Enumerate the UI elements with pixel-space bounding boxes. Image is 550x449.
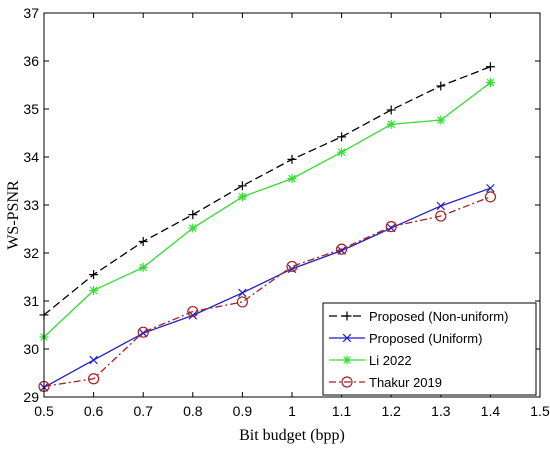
data-point: [237, 181, 247, 191]
data-point: [236, 296, 248, 308]
y-tick-label: 37: [23, 5, 39, 21]
legend-marker: [342, 333, 352, 343]
data-point: [287, 154, 297, 164]
legend-marker: [342, 355, 352, 365]
x-tick-label: 0.8: [183, 403, 203, 419]
y-tick-label: 29: [23, 389, 39, 405]
x-axis-title: Bit budget (bpp): [239, 427, 345, 444]
data-point: [138, 262, 148, 272]
x-tick-label: 0.6: [84, 403, 104, 419]
legend-label: Li 2022: [369, 353, 412, 368]
data-point: [286, 260, 298, 273]
data-point: [237, 192, 247, 202]
data-point: [188, 223, 198, 233]
legend-marker: [341, 376, 353, 388]
data-point: [435, 210, 447, 222]
data-point: [138, 236, 148, 246]
x-tick-label: 1.4: [481, 403, 501, 419]
x-tick-label: 1.1: [332, 403, 352, 419]
data-point: [337, 147, 347, 157]
series-line: [43, 82, 491, 338]
data-point: [484, 191, 496, 203]
data-point: [238, 288, 247, 298]
data-point: [386, 105, 396, 115]
y-tick-label: 31: [23, 293, 39, 309]
legend-entry: Li 2022: [329, 353, 412, 368]
data-point: [287, 174, 297, 184]
legend-label: Proposed (Non-uniform): [369, 309, 508, 324]
data-point: [337, 132, 347, 142]
x-tick-label: 1: [288, 403, 296, 419]
x-tick-label: 1.5: [530, 403, 550, 419]
y-tick-label: 32: [23, 245, 39, 261]
y-tick-label: 36: [23, 53, 39, 69]
x-tick-label: 0.5: [34, 403, 54, 419]
y-tick-label: 33: [23, 197, 39, 213]
legend-box: [322, 302, 537, 396]
data-point: [485, 78, 495, 88]
legend-label: Thakur 2019: [369, 375, 442, 390]
data-point: [87, 373, 100, 385]
data-point: [386, 119, 396, 129]
data-point: [89, 285, 99, 295]
y-tick-label: 35: [23, 101, 39, 117]
data-point: [336, 243, 348, 255]
x-tick-label: 0.7: [133, 403, 153, 419]
y-tick-label: 34: [23, 149, 39, 165]
axes: [43, 12, 541, 398]
legend-label: Proposed (Uniform): [369, 331, 482, 346]
data-point: [89, 355, 98, 365]
data-point: [436, 81, 446, 91]
x-tick-label: 1.3: [431, 403, 451, 419]
data-point: [385, 221, 397, 233]
data-point: [485, 62, 495, 72]
legend-entry: Proposed (Uniform): [329, 331, 482, 346]
y-tick-label: 30: [23, 341, 39, 357]
data-point: [187, 305, 199, 318]
tick-labels: 0.5 0.6 0.7 0.8 0.9 1 1.1 1.2 1.3 1.4 1.5 29 30 31 32 3…: [23, 5, 550, 419]
data-point: [436, 201, 446, 211]
data-point: [188, 210, 198, 220]
legend-marker: [342, 311, 352, 321]
data-point: [89, 270, 99, 280]
x-tick-label: 1.2: [381, 403, 401, 419]
legend-entry: Thakur 2019: [329, 375, 442, 390]
series-line: [43, 196, 491, 388]
data-point: [137, 326, 149, 338]
data-point: [436, 115, 446, 125]
data-point: [486, 183, 495, 193]
legend-entry: Proposed (Non-uniform): [329, 309, 508, 324]
x-tick-label: 0.9: [233, 403, 253, 419]
series-line: [43, 187, 491, 388]
legend: Proposed (Non-uniform) Proposed (Uniform)…: [322, 302, 537, 396]
y-axis-title: WS-PSNR: [5, 180, 22, 250]
series-line: [43, 66, 491, 316]
